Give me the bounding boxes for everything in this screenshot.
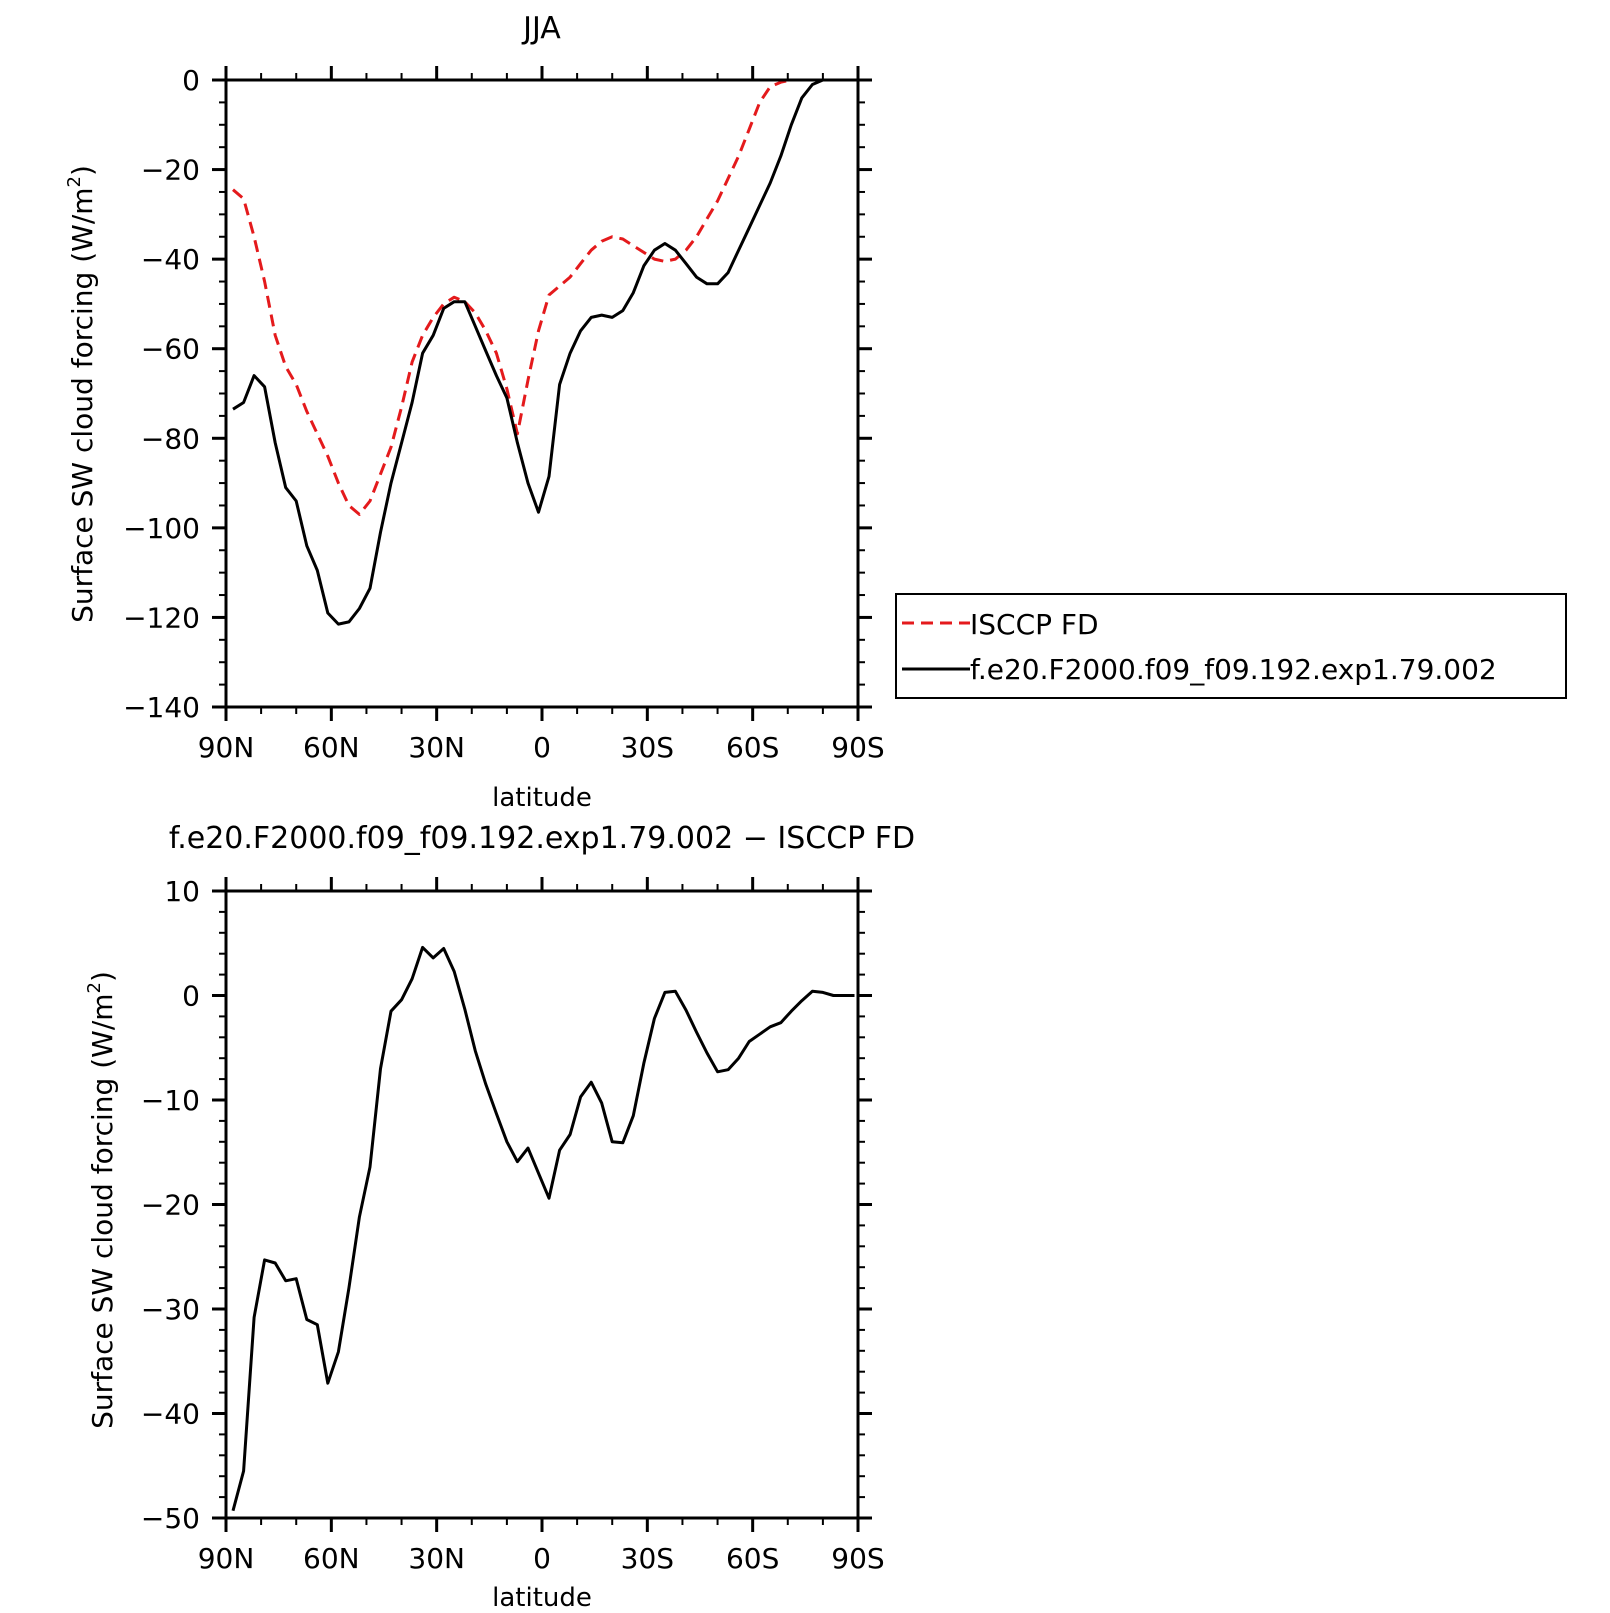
chart-bottom-ylabel-sup: 2 — [84, 982, 105, 993]
bottom-plot-area: 90N 60N 30N 0 30S 60S 90S 10 0 −10 −20 −30 −40 −50 — [141, 875, 885, 1575]
chart-bottom-ylabel-main: Surface SW cloud forcing (W/m — [86, 993, 119, 1428]
chart-1-xtick-label: 90S — [831, 1542, 884, 1575]
chart-top-ylabel-end: ) — [66, 165, 99, 176]
chart-1-xtick-label: 60S — [726, 1542, 779, 1575]
chart-0-xtick-label: 0 — [533, 731, 551, 764]
chart-bottom-ylabel: Surface SW cloud forcing (W/m2) — [84, 971, 119, 1429]
chart-0-series-1-line — [232, 78, 855, 626]
chart-1-ytick-label: −30 — [141, 1293, 200, 1326]
chart-0-xtick-label: 60S — [726, 731, 779, 764]
legend: ISCCP FD f.e20.F2000.f09_f09.192.exp1.79… — [895, 593, 1567, 699]
chart-top: JJA 90N 60N 30N 0 30S 60S 90S 0 −20 −40 −60 −80 −100… — [64, 11, 1567, 813]
chart-top-ylabel-main: Surface SW cloud forcing (W/m — [66, 187, 99, 622]
chart-0-ytick-label: −60 — [141, 333, 200, 366]
chart-0-ytick-label: −20 — [141, 154, 200, 187]
chart-1-ytick-label: −10 — [141, 1084, 200, 1117]
chart-1-xtick-label: 90N — [198, 1542, 255, 1575]
top-plot-area: 90N 60N 30N 0 30S 60S 90S 0 −20 −40 −60 −80 −100 −120… — [123, 64, 885, 764]
chart-0-ytick-label: −80 — [141, 422, 200, 455]
legend-box — [895, 593, 1567, 699]
chart-1-frame — [224, 889, 860, 1520]
chart-1-series-0-line — [231, 945, 855, 1512]
chart-bottom: f.e20.F2000.f09_f09.192.exp1.79.002 − IS… — [84, 821, 915, 1613]
chart-1-xtick-label: 0 — [533, 1542, 551, 1575]
chart-0-xtick-label: 90S — [831, 731, 884, 764]
chart-1-ytick-label: −20 — [141, 1189, 200, 1222]
chart-1-ytick-label: −40 — [141, 1398, 200, 1431]
chart-1-xtick-label: 30N — [408, 1542, 465, 1575]
chart-1-xtick-label: 30S — [621, 1542, 674, 1575]
chart-0-series-0-line — [232, 78, 855, 516]
chart-0-ytick-label: −120 — [123, 601, 200, 634]
chart-top-ylabel-sup: 2 — [64, 176, 85, 187]
chart-bottom-xlabel: latitude — [492, 1583, 592, 1613]
chart-top-ylabel: Surface SW cloud forcing (W/m2) — [64, 165, 99, 623]
chart-0-ytick-label: −140 — [123, 691, 200, 724]
chart-top-xlabel: latitude — [492, 783, 592, 813]
chart-bottom-title: f.e20.F2000.f09_f09.192.exp1.79.002 − IS… — [169, 821, 915, 856]
legend-label-isccp: ISCCP FD — [970, 608, 1099, 641]
chart-0-ytick-label: −100 — [123, 512, 200, 545]
chart-1-ytick-label: −50 — [141, 1502, 200, 1535]
chart-0-xtick-label: 90N — [198, 731, 255, 764]
chart-top-title: JJA — [521, 11, 561, 46]
chart-0-ytick-label: 0 — [182, 64, 200, 97]
chart-0-xtick-label: 30S — [621, 731, 674, 764]
chart-0-xtick-label: 30N — [408, 731, 465, 764]
chart-1-ytick-label: 0 — [182, 980, 200, 1013]
legend-label-model: f.e20.F2000.f09_f09.192.exp1.79.002 — [970, 653, 1497, 686]
chart-1-ytick-label: 10 — [164, 875, 200, 908]
chart-0-xtick-label: 60N — [303, 731, 360, 764]
chart-1-xtick-label: 60N — [303, 1542, 360, 1575]
chart-bottom-ylabel-end: ) — [86, 971, 119, 982]
chart-0-frame — [224, 78, 860, 709]
chart-0-ytick-label: −40 — [141, 243, 200, 276]
